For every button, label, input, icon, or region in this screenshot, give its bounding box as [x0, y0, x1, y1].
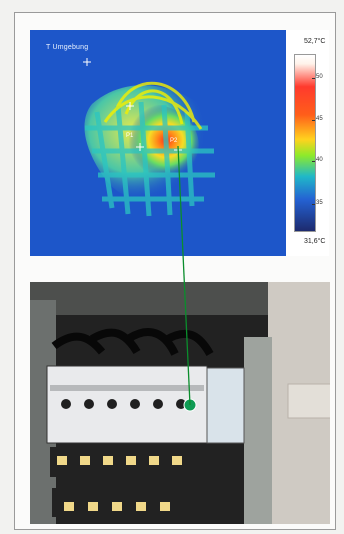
- scale-tick-50: 50: [312, 74, 323, 80]
- max-temperature: 52,7°C: [304, 38, 326, 45]
- thermal-image: T Umgebung: [30, 30, 286, 256]
- black-cables: [51, 328, 214, 357]
- point-label-p2: P2: [170, 138, 178, 144]
- circuit-breakers: [46, 365, 245, 444]
- heated-cable-pattern: [103, 81, 203, 130]
- ambient-temperature-label: T Umgebung: [46, 44, 89, 51]
- thermal-heat-pattern: P1 P2: [30, 30, 286, 256]
- electrical-cabinet-photo: [30, 282, 330, 524]
- top-shadow: [30, 282, 272, 315]
- scale-tick-45: 45: [312, 116, 323, 122]
- right-rail: [244, 337, 272, 524]
- temperature-color-bar: [294, 54, 316, 232]
- terminal-blocks: [50, 446, 242, 517]
- thermal-grid-lines: [85, 101, 215, 217]
- temperature-scale: 52,7°C 50 45 40 35 31,6°C: [286, 30, 329, 256]
- terminal-labels: [57, 456, 182, 511]
- door-panel: [287, 383, 330, 419]
- point-label-p1: P1: [126, 133, 134, 139]
- min-temperature: 31,6°C: [304, 238, 326, 245]
- scale-tick-40: 40: [312, 157, 323, 163]
- measurement-point: [183, 398, 197, 412]
- scale-tick-35: 35: [312, 200, 323, 206]
- cabinet-illustration: [30, 282, 330, 524]
